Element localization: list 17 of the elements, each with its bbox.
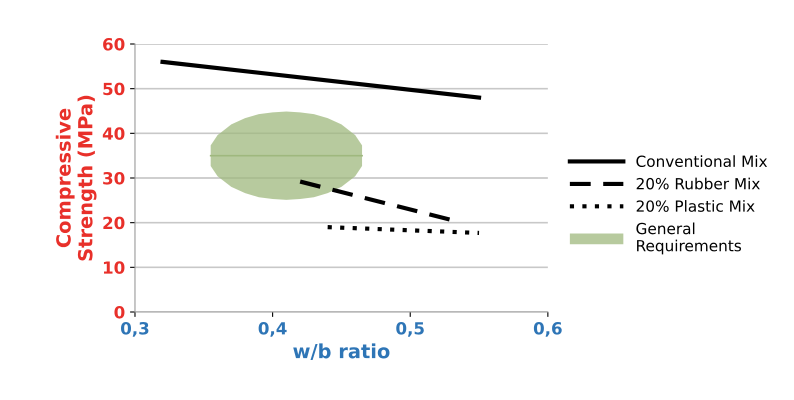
y-tick-label: 60 (103, 38, 124, 51)
legend-label: Conventional Mix (636, 155, 768, 168)
legend-label: 20% Plastic Mix (636, 200, 755, 212)
legend-label: 20% Rubber Mix (636, 178, 760, 190)
x-tick-label: 0,6 (534, 322, 562, 337)
y-tick-label: 40 (102, 127, 124, 140)
y-tick-label: 10 (104, 261, 124, 274)
x-tick-label: 0,4 (258, 322, 287, 337)
x-axis-title: w/b ratio (293, 343, 390, 360)
x-tick-label: 0,3 (121, 322, 148, 337)
y-tick-label: 50 (103, 82, 124, 96)
y-tick-label: 0 (114, 306, 124, 319)
y-axis-title: Compressive Strength (MPa) (56, 96, 97, 260)
y-tick-label: 30 (103, 172, 124, 185)
x-tick-label: 0,5 (396, 322, 424, 337)
legend-label: General Requirements (636, 222, 742, 254)
y-tick-label: 20 (103, 216, 124, 230)
